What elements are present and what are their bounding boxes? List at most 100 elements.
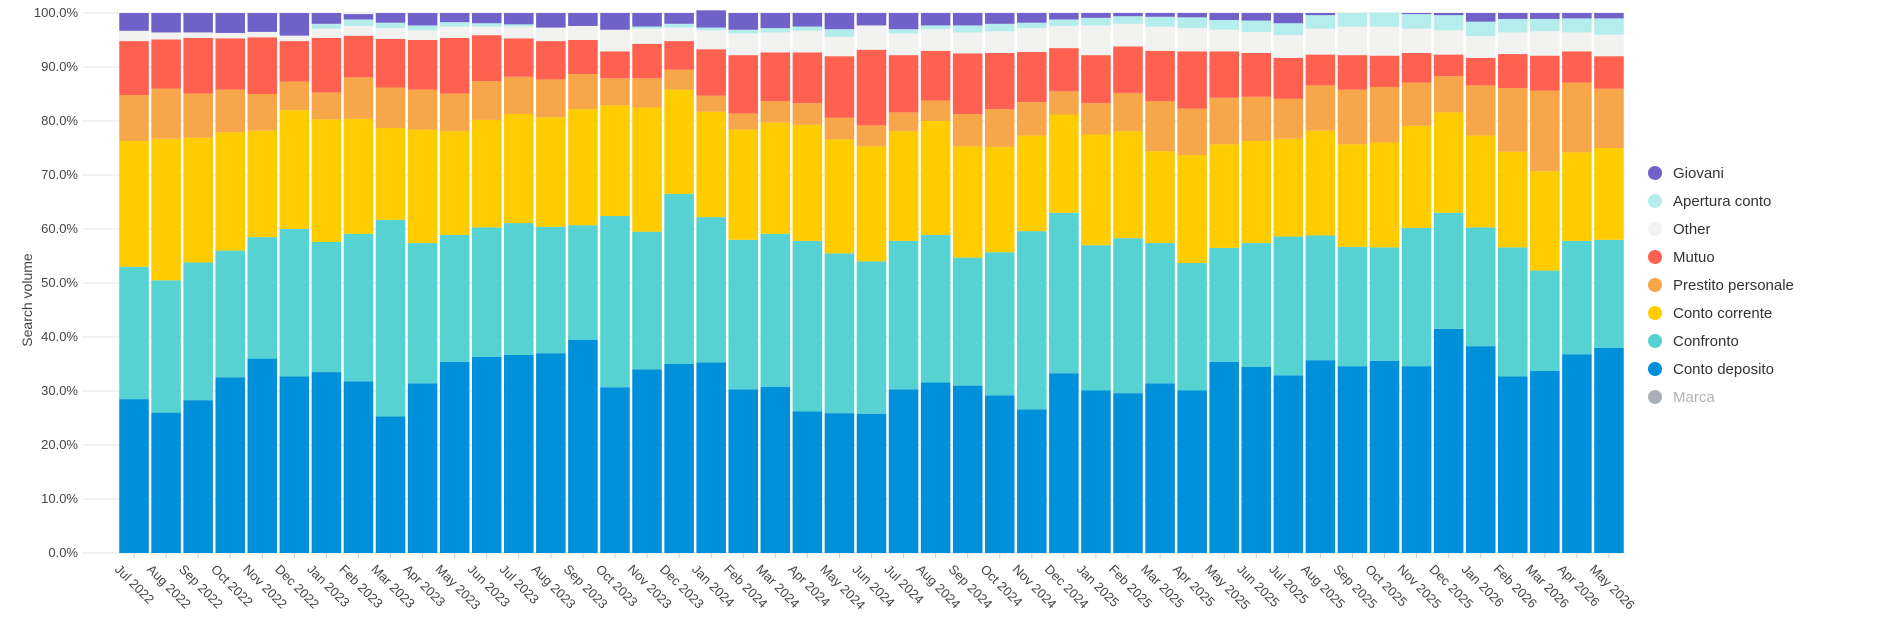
- bar-segment[interactable]: Aug 2022 – Confronto: 24.5%: [151, 280, 181, 413]
- bar-segment[interactable]: Mar 2024 – Conto corrente: 20.6%: [760, 122, 791, 234]
- bar-segment[interactable]: Jan 2023 – Apertura conto: 0.9%: [311, 23, 342, 29]
- bar-segment[interactable]: Sep 2022 – Conto deposito: 28.3%: [183, 400, 213, 553]
- bar-segment[interactable]: Sep 2023 – Mutuo: 6.3%: [568, 40, 598, 75]
- bar-segment[interactable]: Feb 2023 – Giovani: 1%: [343, 14, 374, 20]
- bar-segment[interactable]: Jul 2023 – Prestito personale: 6.9%: [504, 76, 534, 114]
- bar-segment[interactable]: May 2026 – Prestito personale: 11%: [1594, 88, 1624, 148]
- bar-segment[interactable]: May 2024 – Other: 3.6%: [824, 36, 855, 57]
- bar-segment[interactable]: Jun 2024 – Confronto: 28.2%: [856, 261, 887, 414]
- bar-segment[interactable]: Nov 2022 – Conto deposito: 36%: [247, 358, 278, 553]
- bar-segment[interactable]: Jan 2023 – Prestito personale: 5%: [311, 92, 342, 120]
- bar-segment[interactable]: May 2025 – Confronto: 21.1%: [1209, 247, 1239, 362]
- legend-item[interactable]: Conto deposito: [1648, 361, 1774, 378]
- bar-segment[interactable]: Aug 2023 – Mutuo: 7.1%: [536, 41, 566, 80]
- bar-segment[interactable]: Apr 2024 – Mutuo: 9.4%: [792, 52, 823, 104]
- bar-segment[interactable]: Sep 2025 – Apertura conto: 2.5%: [1337, 13, 1368, 27]
- bar-segment[interactable]: Dec 2025 – Mutuo: 4%: [1433, 54, 1464, 77]
- bar-segment[interactable]: May 2024 – Confronto: 29.6%: [824, 253, 855, 414]
- bar-segment[interactable]: Oct 2025 – Prestito personale: 10.3%: [1369, 86, 1400, 143]
- bar-segment[interactable]: Dec 2023 – Apertura conto: 0.7%: [664, 23, 694, 28]
- bar-segment[interactable]: Apr 2026 – Mutuo: 5.8%: [1562, 51, 1592, 83]
- bar-segment[interactable]: Aug 2024 – Confronto: 27.3%: [920, 234, 951, 383]
- bar-segment[interactable]: Jul 2025 – Mutuo: 7.6%: [1273, 57, 1304, 99]
- bar-segment[interactable]: Sep 2022 – Other: 1%: [183, 32, 213, 38]
- bar-stack[interactable]: Jul 2022 – Conto deposito: 28.5% Jul 2022…: [119, 13, 149, 553]
- bar-segment[interactable]: Aug 2024 – Apertura conto: 0.7%: [920, 25, 951, 30]
- bar-segment[interactable]: Apr 2024 – Giovani: 2.5%: [792, 13, 823, 27]
- bar-segment[interactable]: Apr 2023 – Prestito personale: 7.4%: [407, 89, 438, 130]
- bar-segment[interactable]: Jun 2023 – Giovani: 1.9%: [471, 13, 502, 24]
- bar-segment[interactable]: Sep 2023 – Conto deposito: 39.5%: [568, 339, 598, 553]
- bar-segment[interactable]: Feb 2024 – Apertura conto: 0.7%: [728, 29, 759, 34]
- bar-segment[interactable]: Apr 2024 – Conto deposito: 26.2%: [792, 411, 823, 553]
- bar-segment[interactable]: Aug 2022 – Conto corrente: 26.2%: [151, 138, 181, 281]
- bar-stack[interactable]: Dec 2022 – Conto deposito: 32.7%Dec 2022…: [279, 13, 310, 553]
- legend-item[interactable]: Giovani: [1648, 165, 1724, 182]
- bar-stack[interactable]: Aug 2023 – Conto deposito: 37%Aug 2023 –…: [536, 13, 566, 553]
- bar-segment[interactable]: Feb 2023 – Apertura conto: 1.2%: [343, 19, 374, 26]
- bar-segment[interactable]: Jul 2023 – Conto deposito: 36.7%: [504, 354, 534, 553]
- bar-stack[interactable]: Nov 2023 – Conto deposito: 34%Nov 2023 –…: [632, 13, 662, 553]
- bar-segment[interactable]: Feb 2023 – Conto deposito: 31.8%: [343, 381, 374, 553]
- bar-segment[interactable]: Nov 2023 – Prestito personale: 5.4%: [632, 78, 662, 108]
- bar-segment[interactable]: Jun 2025 – Other: 3.9%: [1241, 31, 1272, 53]
- bar-segment[interactable]: Aug 2025 – Conto deposito: 35.7%: [1305, 360, 1336, 553]
- bar-segment[interactable]: Oct 2023 – Mutuo: 5%: [600, 51, 630, 79]
- bar-segment[interactable]: Jan 2023 – Other: 1.7%: [311, 28, 342, 38]
- bar-segment[interactable]: Jul 2023 – Confronto: 24.4%: [504, 223, 534, 355]
- bar-stack[interactable]: Jun 2023 – Conto deposito: 36.3%Jun 2023…: [471, 13, 502, 553]
- bar-segment[interactable]: Nov 2025 – Apertura conto: 2.7%: [1401, 14, 1432, 29]
- bar-segment[interactable]: Feb 2025 – Giovani: 0.6%: [1113, 13, 1143, 17]
- bar-segment[interactable]: Nov 2023 – Confronto: 25.5%: [632, 231, 662, 370]
- legend-item[interactable]: Marca: [1648, 389, 1715, 406]
- bar-segment[interactable]: Sep 2025 – Conto deposito: 34.6%: [1337, 366, 1368, 553]
- bar-segment[interactable]: Jan 2024 – Conto corrente: 19.5%: [696, 111, 726, 218]
- bar-segment[interactable]: Jul 2024 – Giovani: 3%: [888, 13, 919, 30]
- bar-segment[interactable]: Jul 2022 – Conto deposito: 28.5%: [119, 399, 149, 553]
- bar-segment[interactable]: Sep 2024 – Giovani: 2.3%: [952, 13, 983, 26]
- bar-segment[interactable]: May 2026 – Other: 4%: [1594, 34, 1624, 57]
- bar-segment[interactable]: May 2024 – Apertura conto: 1.4%: [824, 29, 855, 37]
- bar-segment[interactable]: Aug 2025 – Confronto: 23.1%: [1305, 235, 1336, 361]
- bar-segment[interactable]: Oct 2023 – Conto deposito: 30.7%: [600, 387, 630, 553]
- bar-segment[interactable]: Mar 2023 – Giovani: 1.8%: [375, 13, 406, 23]
- bar-segment[interactable]: Jan 2026 – Mutuo: 5.1%: [1465, 57, 1496, 86]
- bar-segment[interactable]: Oct 2025 – Conto deposito: 35.6%: [1369, 360, 1400, 553]
- bar-segment[interactable]: Oct 2025 – Confronto: 21%: [1369, 247, 1400, 361]
- bar-segment[interactable]: Dec 2025 – Conto corrente: 18.6%: [1433, 112, 1464, 213]
- bar-segment[interactable]: Nov 2023 – Conto deposito: 34%: [632, 369, 662, 553]
- bar-segment[interactable]: Apr 2026 – Apertura conto: 2.6%: [1562, 18, 1592, 33]
- bar-segment[interactable]: Jun 2023 – Mutuo: 8.5%: [471, 35, 502, 82]
- bar-stack[interactable]: Aug 2022 – Conto deposito: 26%Aug 2022 –…: [151, 13, 181, 553]
- bar-segment[interactable]: Oct 2022 – Prestito personale: 7.9%: [215, 89, 245, 133]
- bar-segment[interactable]: Jan 2023 – Conto deposito: 33.5%: [311, 372, 342, 553]
- bar-stack[interactable]: Sep 2025 – Conto deposito: 34.6% Sep 2025…: [1337, 13, 1368, 553]
- bar-segment[interactable]: Jul 2025 – Prestito personale: 7.4%: [1273, 98, 1304, 139]
- bar-segment[interactable]: May 2023 – Confronto: 23.5%: [439, 234, 470, 362]
- bar-segment[interactable]: Oct 2022 – Mutuo: 9.5%: [215, 38, 245, 90]
- bar-segment[interactable]: Jun 2024 – Other: 4.5%: [856, 25, 887, 50]
- bar-segment[interactable]: Mar 2025 – Conto corrente: 17%: [1145, 151, 1175, 244]
- bar-segment[interactable]: Jun 2025 – Conto corrente: 18.9%: [1241, 140, 1272, 244]
- bar-segment[interactable]: Jul 2025 – Giovani: 1.9%: [1273, 13, 1304, 24]
- bar-segment[interactable]: Apr 2023 – Other: 1.8%: [407, 30, 438, 40]
- bar-segment[interactable]: Dec 2024 – Mutuo: 8%: [1049, 48, 1079, 92]
- bar-stack[interactable]: Dec 2025 – Conto deposito: 41.5% Dec 2025…: [1433, 13, 1464, 553]
- bar-segment[interactable]: Sep 2025 – Conto corrente: 19%: [1337, 144, 1368, 247]
- bar-segment[interactable]: Dec 2025 – Conto deposito: 41.5%: [1433, 328, 1464, 553]
- bar-segment[interactable]: Nov 2024 – Prestito personale: 6.2%: [1017, 102, 1047, 136]
- bar-segment[interactable]: Oct 2024 – Conto corrente: 19.5%: [984, 146, 1015, 253]
- bar-segment[interactable]: Oct 2022 – Other: 1%: [215, 32, 245, 39]
- bar-segment[interactable]: May 2026 – Confronto: 20%: [1594, 239, 1624, 348]
- bar-segment[interactable]: Oct 2023 – Other: 4%: [600, 29, 630, 52]
- bar-segment[interactable]: Apr 2023 – Mutuo: 9.2%: [407, 40, 438, 90]
- bar-segment[interactable]: Aug 2024 – Conto corrente: 21.1%: [920, 121, 951, 235]
- bar-segment[interactable]: Feb 2026 – Conto corrente: 17.7%: [1497, 151, 1528, 248]
- bar-segment[interactable]: Jul 2022 – Prestito personale: 8.5%: [119, 95, 149, 141]
- bar-segment[interactable]: Jul 2024 – Conto corrente: 20.3%: [888, 131, 919, 241]
- bar-segment[interactable]: Nov 2025 – Other: 4.5%: [1401, 28, 1432, 53]
- bar-segment[interactable]: Jun 2024 – Prestito personale: 3.9%: [856, 125, 887, 147]
- bar-segment[interactable]: Sep 2023 – Prestito personale: 6.5%: [568, 74, 598, 110]
- bar-segment[interactable]: Feb 2023 – Mutuo: 7.7%: [343, 35, 374, 78]
- bar-segment[interactable]: Feb 2026 – Mutuo: 6.3%: [1497, 54, 1528, 89]
